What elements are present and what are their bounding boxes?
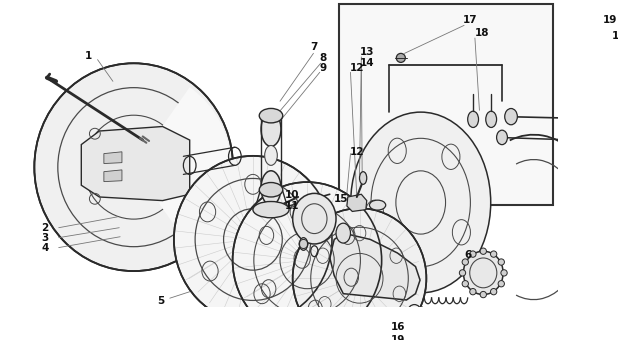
- Ellipse shape: [232, 182, 382, 338]
- Text: 15: 15: [334, 194, 349, 204]
- Ellipse shape: [260, 183, 283, 197]
- Ellipse shape: [599, 134, 609, 148]
- Text: 16: 16: [391, 322, 405, 332]
- Text: 5: 5: [157, 296, 164, 306]
- Text: 3: 3: [41, 233, 49, 243]
- Text: 9: 9: [320, 63, 327, 73]
- Ellipse shape: [468, 111, 478, 128]
- Text: 7: 7: [311, 42, 318, 52]
- Text: 12: 12: [350, 147, 364, 157]
- Circle shape: [470, 251, 476, 257]
- Text: 18: 18: [475, 28, 489, 38]
- Polygon shape: [82, 126, 190, 201]
- Ellipse shape: [260, 108, 283, 123]
- Ellipse shape: [464, 251, 503, 294]
- Ellipse shape: [253, 202, 289, 218]
- Circle shape: [491, 251, 497, 257]
- Circle shape: [459, 270, 465, 276]
- Polygon shape: [104, 152, 122, 164]
- Ellipse shape: [336, 223, 350, 243]
- Circle shape: [480, 291, 486, 298]
- Ellipse shape: [300, 238, 308, 250]
- Circle shape: [498, 259, 504, 265]
- Text: 19: 19: [603, 15, 617, 25]
- Ellipse shape: [35, 63, 233, 271]
- Text: 11: 11: [284, 201, 299, 211]
- Text: 1: 1: [85, 51, 92, 61]
- Ellipse shape: [293, 193, 336, 244]
- Text: 13: 13: [360, 47, 374, 56]
- Ellipse shape: [265, 146, 277, 165]
- Text: 4: 4: [41, 242, 49, 253]
- Ellipse shape: [360, 172, 366, 184]
- Text: 18: 18: [612, 31, 618, 41]
- Ellipse shape: [350, 112, 491, 293]
- Text: 19: 19: [391, 335, 405, 340]
- Wedge shape: [159, 87, 231, 247]
- Text: 17: 17: [463, 15, 478, 25]
- Circle shape: [396, 53, 405, 63]
- Ellipse shape: [261, 171, 281, 205]
- Ellipse shape: [293, 208, 426, 340]
- Ellipse shape: [497, 130, 507, 144]
- Ellipse shape: [261, 112, 281, 147]
- Circle shape: [498, 280, 504, 287]
- Ellipse shape: [505, 108, 517, 125]
- Ellipse shape: [486, 111, 497, 128]
- Text: 6: 6: [464, 250, 472, 260]
- Polygon shape: [347, 194, 366, 211]
- Text: 2: 2: [41, 223, 49, 233]
- Text: 12: 12: [350, 63, 364, 73]
- Circle shape: [501, 270, 507, 276]
- Circle shape: [462, 280, 468, 287]
- Polygon shape: [330, 233, 420, 300]
- Polygon shape: [104, 170, 122, 182]
- Ellipse shape: [370, 200, 386, 210]
- Text: 14: 14: [360, 58, 374, 68]
- Text: 8: 8: [320, 53, 327, 63]
- Ellipse shape: [612, 112, 618, 126]
- Circle shape: [480, 248, 486, 254]
- Circle shape: [491, 289, 497, 295]
- Text: 10: 10: [284, 190, 299, 200]
- Circle shape: [470, 289, 476, 295]
- Circle shape: [462, 259, 468, 265]
- Ellipse shape: [174, 156, 332, 323]
- Bar: [339, 4, 552, 205]
